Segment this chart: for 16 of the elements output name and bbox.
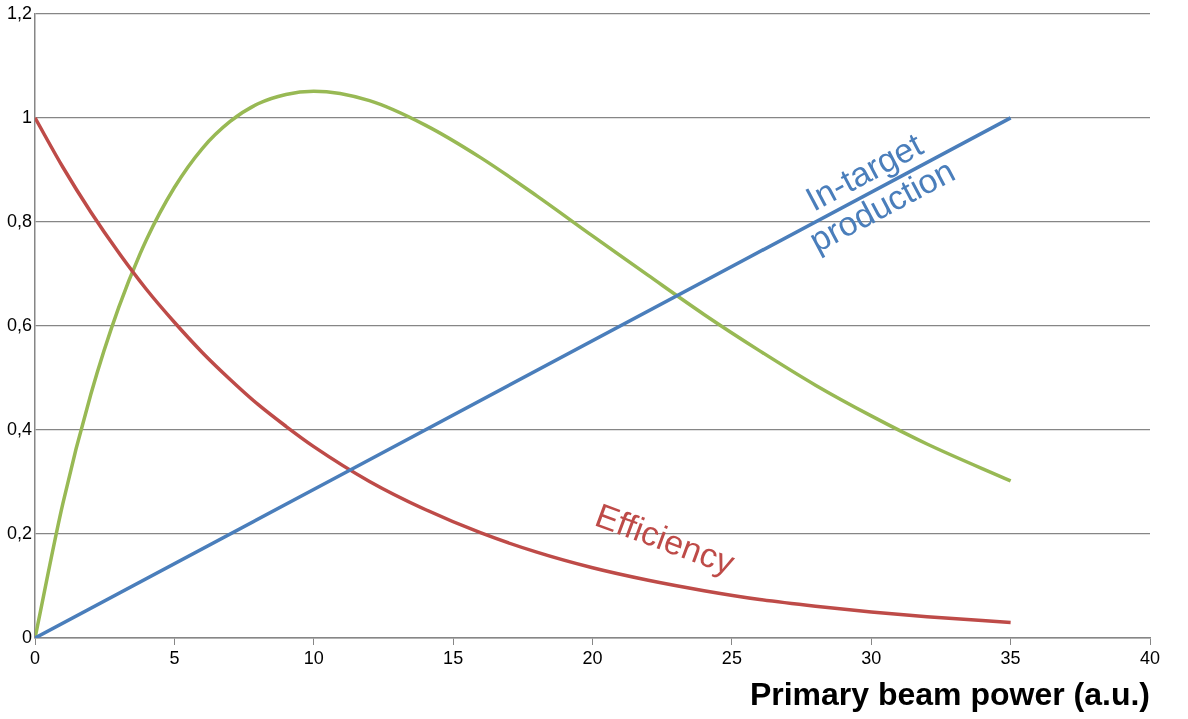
y-tick-label: 0,4 xyxy=(6,418,33,439)
y-tick-label: 1,2 xyxy=(6,2,33,23)
x-tick-label: 25 xyxy=(721,647,742,668)
y-tick-label: 0,6 xyxy=(6,314,33,335)
x-tick-label: 5 xyxy=(169,647,180,668)
y-tick-label: 0 xyxy=(22,626,33,647)
x-axis-title: Primary beam power (a.u.) xyxy=(749,675,1150,712)
x-tick-label: 35 xyxy=(1000,647,1021,668)
x-tick-label: 30 xyxy=(861,647,882,668)
x-tick-label: 40 xyxy=(1139,647,1161,668)
y-tick-label: 0,2 xyxy=(6,522,33,543)
y-tick-label: 1 xyxy=(22,106,33,127)
x-tick-label: 15 xyxy=(443,647,464,668)
y-tick-label: 0,8 xyxy=(6,210,33,231)
x-tick-label: 10 xyxy=(303,647,324,668)
x-tick-label: 20 xyxy=(582,647,603,668)
